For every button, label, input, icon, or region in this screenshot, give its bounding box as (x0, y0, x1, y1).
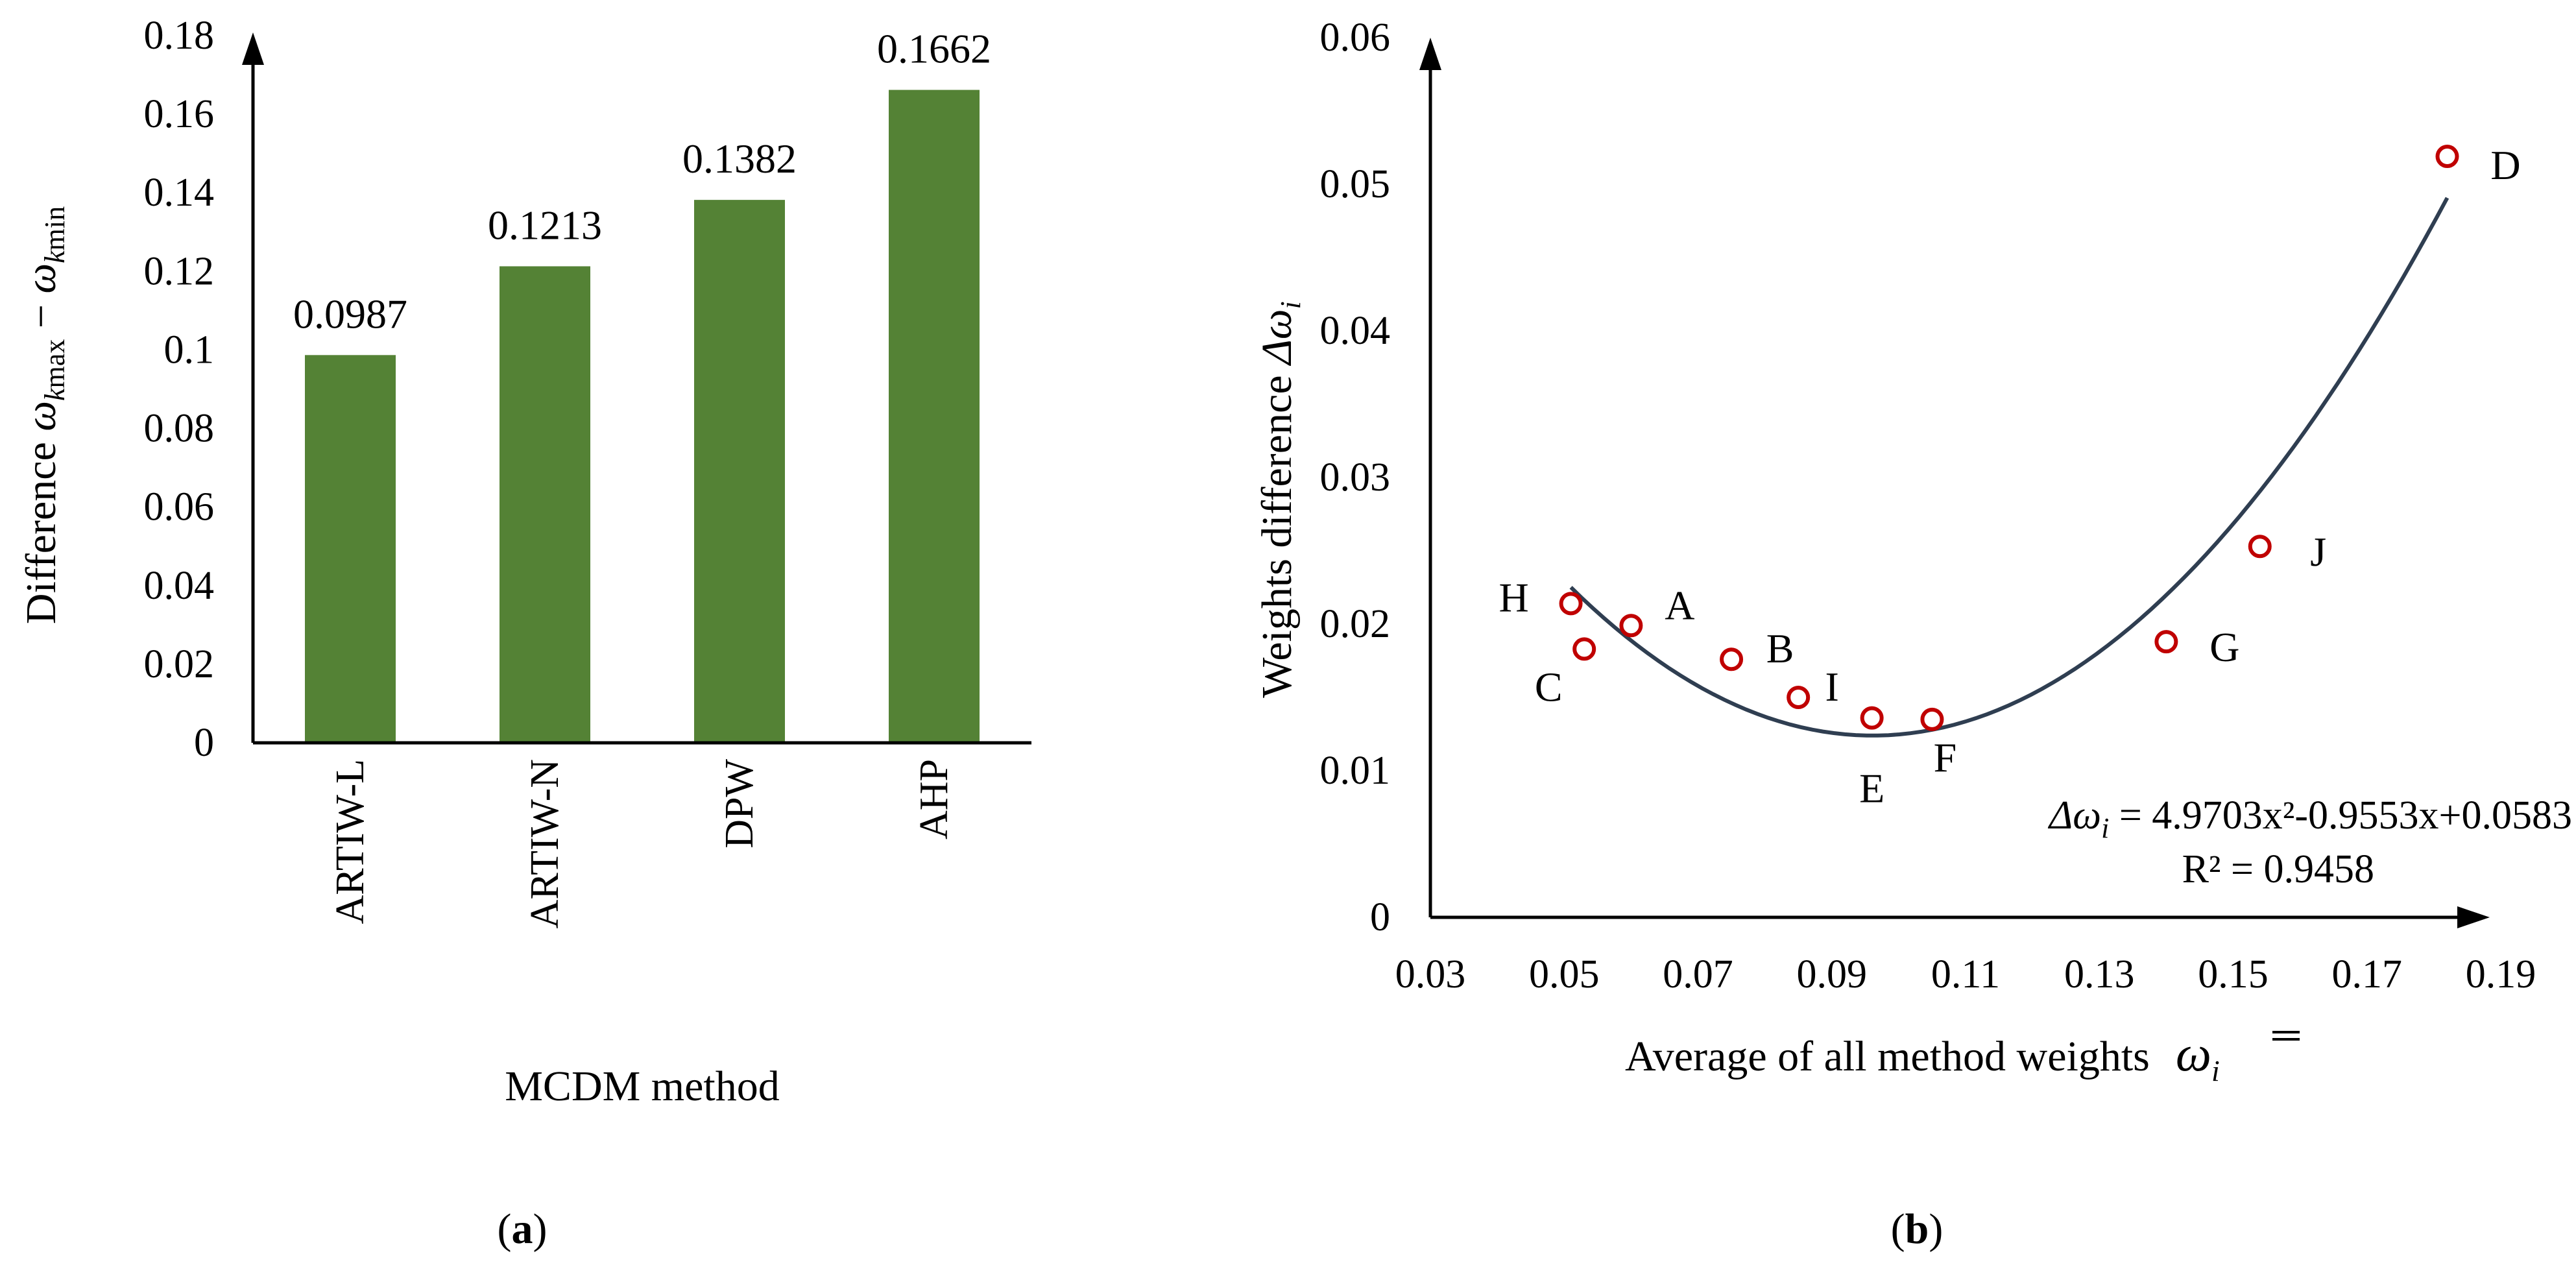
y-axis-ticks: 0 0.02 0.04 0.06 0.08 0.1 0.12 0.14 0.16 0.18 (144, 14, 215, 765)
point-label: J (2310, 529, 2326, 575)
point-label: H (1499, 574, 1528, 620)
point-label: D (2490, 142, 2520, 188)
x-tick-label: ARTIW-N (523, 759, 567, 928)
bar-ahp (889, 90, 980, 743)
scatter-point-c (1572, 637, 1596, 661)
bar-chart: 0.0987 0.1213 0.1382 0.1662 0 0.02 0.04 0.06 0.… (18, 14, 1031, 1253)
y-tick-label: 0.16 (144, 92, 215, 136)
scatter-point-f (1920, 707, 1944, 731)
y-tick-label: 0.06 (144, 485, 215, 529)
x-tick-label: 0.03 (1395, 952, 1466, 996)
bar-data-labels: 0.0987 0.1213 0.1382 0.1662 (293, 26, 991, 337)
x-axis-title: Average of all method weights ωi (1625, 1025, 2220, 1087)
scatter-point-g (2154, 630, 2178, 654)
scatter-chart: HC A BI E F G J D 0 0.01 0.02 0.03 0.04 0.05 0.06 0.0… (1253, 16, 2572, 1253)
x-tick-label: 0.17 (2332, 952, 2403, 996)
point-labels: HC A BI E F G J D (1499, 142, 2520, 812)
point-label: A (1665, 582, 1694, 628)
trend-equation: Δωi = 4.9703x²-0.9553x+0.0583 (2047, 793, 2572, 844)
x-tick-label: DPW (717, 759, 762, 849)
y-tick-label: 0.05 (1320, 162, 1391, 206)
x-tick-label: AHP (912, 759, 956, 839)
point-label: G (2209, 624, 2239, 670)
x-tick-label: 0.13 (2064, 952, 2135, 996)
scatter-point-e (1860, 706, 1884, 730)
point-label: C (1535, 664, 1563, 710)
scatter-point-j (2248, 535, 2272, 559)
x-tick-label: 0.07 (1663, 952, 1733, 996)
bar-value-label: 0.1382 (682, 136, 797, 182)
y-tick-label: 0.01 (1320, 749, 1391, 793)
x-tick-label: 0.15 (2198, 952, 2269, 996)
y-tick-label: 0.18 (144, 14, 215, 58)
bar-artiw-l (305, 355, 396, 743)
point-label: B (1766, 625, 1794, 671)
x-axis-ticks: 0.03 0.05 0.07 0.09 0.11 0.13 0.15 0.17 0.19 (1395, 952, 2536, 996)
y-tick-label: 0 (1370, 895, 1390, 939)
x-tick-label: 0.19 (2466, 952, 2536, 996)
point-label: F (1934, 734, 1957, 780)
x-tick-label: 0.11 (1931, 952, 2000, 996)
x-axis-arrow (2457, 906, 2490, 928)
y-tick-label: 0.02 (144, 642, 215, 686)
y-tick-label: 0.04 (1320, 309, 1391, 353)
y-axis-arrow (242, 32, 264, 65)
x-tick-label: ARTIW-L (328, 759, 372, 924)
x-axis-ticks: ARTIW-L ARTIW-N DPW AHP (328, 759, 956, 929)
trendline (1569, 197, 2450, 738)
y-axis-arrow (1419, 38, 1441, 70)
bar-series (305, 90, 980, 743)
y-tick-label: 0.12 (144, 249, 215, 293)
x-tick-label: 0.09 (1797, 952, 1868, 996)
y-tick-label: 0.04 (144, 564, 215, 608)
scatter-point-d (2435, 145, 2459, 169)
scatter-point-a (1619, 614, 1643, 638)
scatter-point-i (1787, 686, 1811, 709)
bar-artiw-n (500, 266, 590, 743)
y-axis-title: Difference ωkmax − ωkmin (18, 206, 71, 624)
y-axis-ticks: 0 0.01 0.02 0.03 0.04 0.05 0.06 (1320, 16, 1391, 939)
bar-value-label: 0.0987 (293, 291, 407, 337)
y-tick-label: 0.08 (144, 407, 215, 451)
bar-value-label: 0.1213 (488, 202, 602, 248)
y-tick-label: 0 (194, 721, 214, 765)
point-label: E (1859, 766, 1884, 812)
y-tick-label: 0.03 (1320, 455, 1391, 500)
y-tick-label: 0.14 (144, 171, 215, 215)
scatter-points (1559, 145, 2459, 731)
scatter-point-b (1720, 647, 1744, 671)
panel-b-label: (b) (1891, 1205, 1944, 1253)
r-squared: R² = 0.9458 (2182, 847, 2374, 891)
bar-value-label: 0.1662 (877, 26, 991, 72)
bar-dpw (694, 200, 785, 743)
y-tick-label: 0.02 (1320, 602, 1391, 646)
y-axis-title: Weights difference Δωi (1253, 301, 1306, 698)
y-tick-label: 0.1 (164, 328, 215, 372)
x-tick-label: 0.05 (1529, 952, 1600, 996)
scatter-point-h (1559, 592, 1583, 616)
x-axis-title: MCDM method (505, 1063, 780, 1110)
point-label: I (1825, 664, 1839, 710)
panel-a-label: (a) (498, 1205, 548, 1253)
y-tick-label: 0.06 (1320, 16, 1391, 60)
